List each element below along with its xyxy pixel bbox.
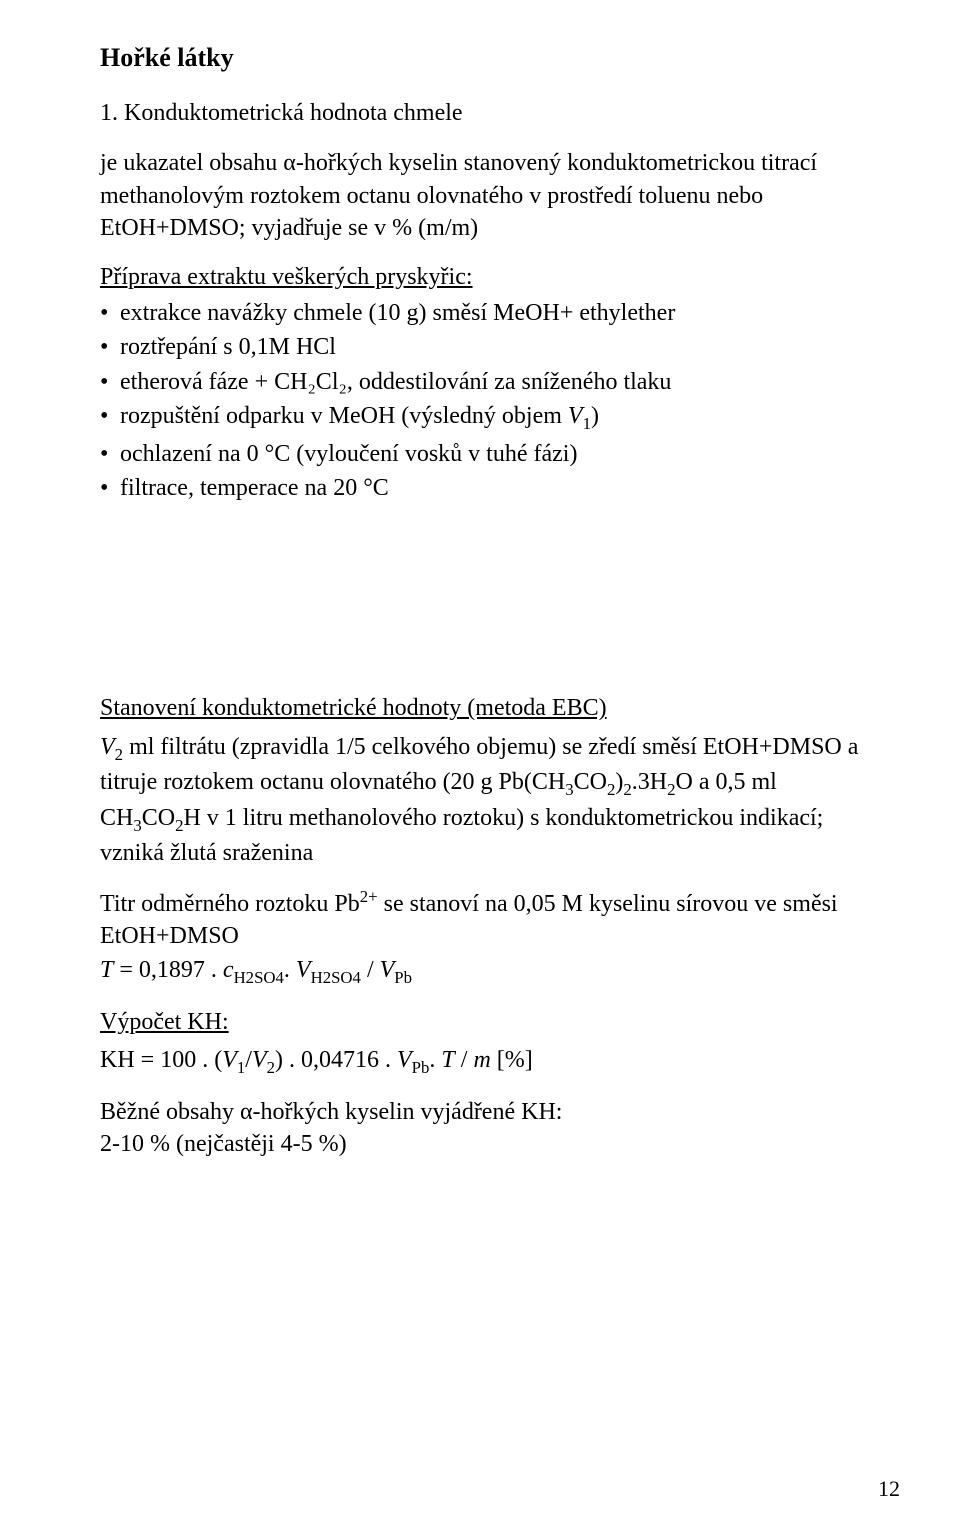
subscript: 2	[115, 745, 123, 764]
titr-paragraph: Titr odměrného roztoku Pb2+ se stanoví n…	[100, 886, 870, 953]
text: 2-10 % (nejčastěji 4-5 %)	[100, 1131, 347, 1157]
calc-equation: KH = 100 . (V1/V2) . 0,04716 . VPb. T / …	[100, 1044, 870, 1079]
intro-paragraph: je ukazatel obsahu α-hořkých kyselin sta…	[100, 147, 870, 244]
bullet-text: )	[591, 403, 599, 429]
subscript: 1	[237, 1058, 245, 1077]
method-paragraph: V2 ml filtrátu (zpravidla 1/5 celkového …	[100, 731, 870, 870]
subscript: 3	[565, 780, 573, 799]
subscript: 2	[267, 1058, 275, 1077]
variable-c: c	[223, 957, 234, 983]
variable-v: V	[222, 1047, 237, 1073]
subscript: Pb	[394, 968, 412, 987]
subheading: 1. Konduktometrická hodnota chmele	[100, 97, 870, 129]
text: = 0,1897 .	[113, 957, 223, 983]
method-heading: Stanovení konduktometrické hodnoty (meto…	[100, 692, 870, 724]
subscript: H2SO4	[311, 968, 361, 987]
variable-t: T	[441, 1047, 454, 1073]
variable-v: V	[100, 734, 115, 760]
text: /	[455, 1047, 474, 1073]
spacer	[100, 522, 870, 692]
bullet-item: etherová fáze + CH₂Cl₂, oddestilování za…	[100, 366, 870, 398]
subscript: 3	[133, 816, 141, 835]
bullet-item: filtrace, temperace na 20 °C	[100, 472, 870, 504]
variable-v: V	[380, 957, 395, 983]
prep-bullet-list: extrakce navážky chmele (10 g) směsí MeO…	[100, 297, 870, 504]
page-number: 12	[878, 1474, 900, 1504]
text: .	[284, 957, 296, 983]
variable-v: V	[296, 957, 311, 983]
text: H v 1 litru methanolového roztoku) s kon…	[100, 805, 823, 866]
text: /	[361, 957, 380, 983]
variable-t: T	[100, 957, 113, 983]
range-paragraph: Běžné obsahy α-hořkých kyselin vyjádřené…	[100, 1096, 870, 1161]
text: .	[429, 1047, 441, 1073]
bullet-text: rozpuštění odparku v MeOH (výsledný obje…	[120, 403, 568, 429]
variable-v: V	[397, 1047, 412, 1073]
variable-v: V	[252, 1047, 267, 1073]
text: Titr odměrného roztoku Pb	[100, 891, 360, 917]
bullet-item: extrakce navážky chmele (10 g) směsí MeO…	[100, 297, 870, 329]
text: .3H	[632, 769, 667, 795]
variable-v: V	[568, 403, 583, 429]
text: KH = 100 . (	[100, 1047, 222, 1073]
subscript: H2SO4	[234, 968, 284, 987]
titr-equation: T = 0,1897 . cH2SO4. VH2SO4 / VPb	[100, 954, 870, 989]
subscript: 1	[583, 414, 591, 433]
text: [%]	[491, 1047, 533, 1073]
bullet-item: ochlazení na 0 °C (vyloučení vosků v tuh…	[100, 438, 870, 470]
bullet-item: rozpuštění odparku v MeOH (výsledný obje…	[100, 400, 870, 435]
text: Běžné obsahy α-hořkých kyselin vyjádřené…	[100, 1099, 562, 1125]
text: CO	[574, 769, 607, 795]
text: /	[245, 1047, 252, 1073]
subscript: Pb	[412, 1058, 430, 1077]
document-page: Hořké látky 1. Konduktometrická hodnota …	[0, 0, 960, 1534]
superscript: 2+	[360, 887, 378, 906]
variable-m: m	[473, 1047, 490, 1073]
section-title: Hořké látky	[100, 40, 870, 75]
text: CO	[142, 805, 175, 831]
subscript: 2	[623, 780, 631, 799]
calc-heading: Výpočet KH:	[100, 1006, 870, 1038]
prep-heading: Příprava extraktu veškerých pryskyřic:	[100, 261, 870, 293]
bullet-item: roztřepání s 0,1M HCl	[100, 331, 870, 363]
text: ) . 0,04716 .	[275, 1047, 397, 1073]
